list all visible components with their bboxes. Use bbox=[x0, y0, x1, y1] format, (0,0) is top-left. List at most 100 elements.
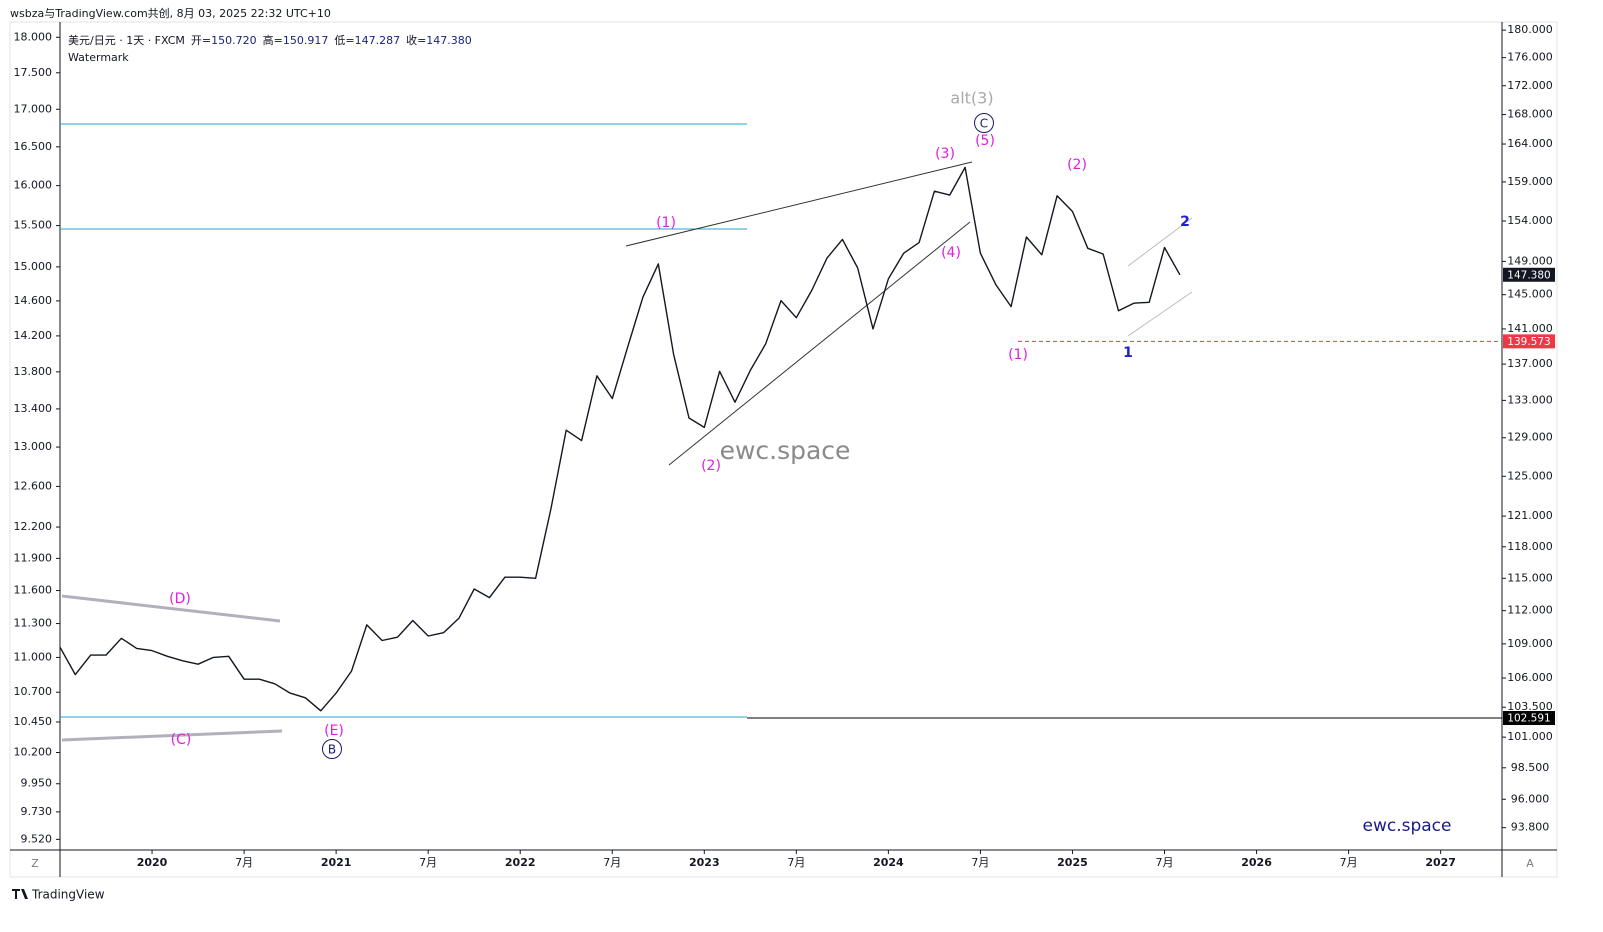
x-tick-label: 7月 bbox=[971, 856, 989, 869]
y2-tick-label: 15.500 bbox=[14, 219, 53, 232]
wave-label: B bbox=[328, 743, 336, 757]
x-tick-label: 7月 bbox=[1156, 856, 1174, 869]
y-tick-label: 112.000 bbox=[1507, 604, 1553, 617]
channel-line bbox=[1127, 217, 1193, 267]
ohlc-label: 高= bbox=[263, 33, 283, 47]
y2-tick-label: 17.000 bbox=[14, 102, 53, 115]
y-tick-label: 125.000 bbox=[1507, 469, 1553, 482]
ohlc-label: 收= bbox=[406, 33, 426, 47]
y-tick-label: 145.000 bbox=[1507, 288, 1553, 301]
y-tick-label: 93.800 bbox=[1511, 821, 1550, 834]
y2-tick-label: 12.600 bbox=[14, 479, 53, 492]
trend-line bbox=[625, 161, 973, 247]
ohlc-value: 147.287 bbox=[355, 34, 401, 47]
y-tick-label: 172.000 bbox=[1507, 79, 1553, 92]
logo-icon bbox=[12, 889, 28, 899]
series-layer bbox=[59, 166, 1181, 712]
y-tick-label: 159.000 bbox=[1507, 175, 1553, 188]
y2-tick-label: 10.450 bbox=[14, 715, 53, 728]
price-label-box bbox=[1503, 267, 1555, 282]
x-tick-label: 2027 bbox=[1425, 856, 1456, 869]
y2-tick-label: 10.700 bbox=[14, 685, 53, 698]
y2-tick-label: 13.800 bbox=[14, 365, 53, 378]
y2-tick-label: 13.400 bbox=[14, 402, 53, 415]
price-label: 102.591 bbox=[1507, 713, 1550, 725]
y-tick-label: 149.000 bbox=[1507, 254, 1553, 267]
y2-tick-label: 11.900 bbox=[14, 551, 53, 564]
wave-label: (5) bbox=[975, 133, 995, 149]
wave-label: (2) bbox=[701, 458, 721, 474]
y-tick-label: 137.000 bbox=[1507, 357, 1553, 370]
x-tick-label: 2021 bbox=[321, 856, 352, 869]
scale-button[interactable]: Z bbox=[31, 857, 39, 870]
y2-tick-label: 14.600 bbox=[14, 294, 53, 307]
wave-circle bbox=[322, 739, 342, 759]
wave-label: 2 bbox=[1180, 214, 1190, 230]
y2-tick-label: 11.600 bbox=[14, 584, 53, 597]
y-tick-label: 106.000 bbox=[1507, 671, 1553, 684]
x-tick-label: 7月 bbox=[603, 856, 621, 869]
wave-label: (1) bbox=[1008, 347, 1028, 363]
y2-tick-label: 13.000 bbox=[14, 440, 53, 453]
y-tick-label: 121.000 bbox=[1507, 509, 1553, 522]
y-tick-label: 98.500 bbox=[1511, 761, 1550, 774]
wave-label: (1) bbox=[656, 215, 676, 231]
channel-line bbox=[1127, 291, 1193, 337]
wave-label: (3) bbox=[935, 146, 955, 162]
frame bbox=[9, 21, 1558, 878]
x-tick-label: 2026 bbox=[1241, 856, 1272, 869]
y-tick-label: 164.000 bbox=[1507, 137, 1553, 150]
y2-tick-label: 9.950 bbox=[21, 777, 53, 790]
trend-line bbox=[61, 594, 281, 623]
y2-tick-label: 12.200 bbox=[14, 520, 53, 533]
price-label-box bbox=[1503, 711, 1555, 726]
x-tick-label: 2024 bbox=[873, 856, 904, 869]
ohlc-label: 低= bbox=[334, 34, 354, 47]
x-tick-label: 7月 bbox=[235, 856, 253, 869]
wave-label: 1 bbox=[1123, 345, 1133, 361]
y2-tick-label: 9.520 bbox=[21, 832, 53, 845]
y2-tick-label: 11.000 bbox=[14, 650, 53, 663]
wave-circle bbox=[974, 113, 994, 133]
x-tick-label: 2025 bbox=[1057, 856, 1088, 869]
y2-tick-label: 14.200 bbox=[14, 329, 53, 342]
y2-tick-label: 10.200 bbox=[14, 745, 53, 758]
y-tick-label: 180.000 bbox=[1507, 23, 1553, 36]
x-tick-label: 7月 bbox=[787, 856, 805, 869]
subtitle: Watermark bbox=[68, 51, 129, 64]
price-label: 139.573 bbox=[1507, 336, 1550, 348]
y-tick-label: 141.000 bbox=[1507, 322, 1553, 335]
x-tick-label: 7月 bbox=[1340, 856, 1358, 869]
x-tick-label: 2023 bbox=[689, 856, 720, 869]
ohlc-value: 150.720 bbox=[211, 34, 257, 47]
y-tick-label: 118.000 bbox=[1507, 540, 1553, 553]
trend-line bbox=[61, 729, 283, 742]
y2-tick-label: 15.000 bbox=[14, 260, 53, 273]
y-tick-label: 129.000 bbox=[1507, 431, 1553, 444]
y-tick-label: 109.000 bbox=[1507, 637, 1553, 650]
price-label-box bbox=[1503, 334, 1555, 349]
watermark: ewc.space bbox=[720, 436, 851, 465]
y2-tick-label: 18.000 bbox=[14, 30, 53, 43]
header: wsbza与TradingView.com共创, 8月 03, 2025 22:… bbox=[10, 7, 331, 20]
y2-tick-label: 17.500 bbox=[14, 66, 53, 79]
ohlc-value: 150.917 bbox=[283, 34, 329, 47]
x-tick-label: 7月 bbox=[419, 856, 437, 869]
price-label: 147.380 bbox=[1507, 269, 1550, 281]
wave-label: (D) bbox=[169, 591, 191, 607]
price-line bbox=[59, 166, 1181, 712]
y-tick-label: 176.000 bbox=[1507, 51, 1553, 64]
brand: ewc.space bbox=[1363, 816, 1452, 836]
ohlc-label: 开= bbox=[191, 34, 211, 47]
wave-label: (2) bbox=[1067, 157, 1087, 173]
scale-button[interactable]: A bbox=[1526, 857, 1534, 870]
wave-label: (C) bbox=[171, 732, 192, 748]
y2-tick-label: 9.730 bbox=[21, 805, 53, 818]
trend-line bbox=[668, 221, 971, 466]
ohlc-value: 147.380 bbox=[426, 34, 472, 47]
y-tick-label: 101.000 bbox=[1507, 730, 1553, 743]
y-tick-label: 133.000 bbox=[1507, 393, 1553, 406]
y-tick-label: 154.000 bbox=[1507, 214, 1553, 227]
